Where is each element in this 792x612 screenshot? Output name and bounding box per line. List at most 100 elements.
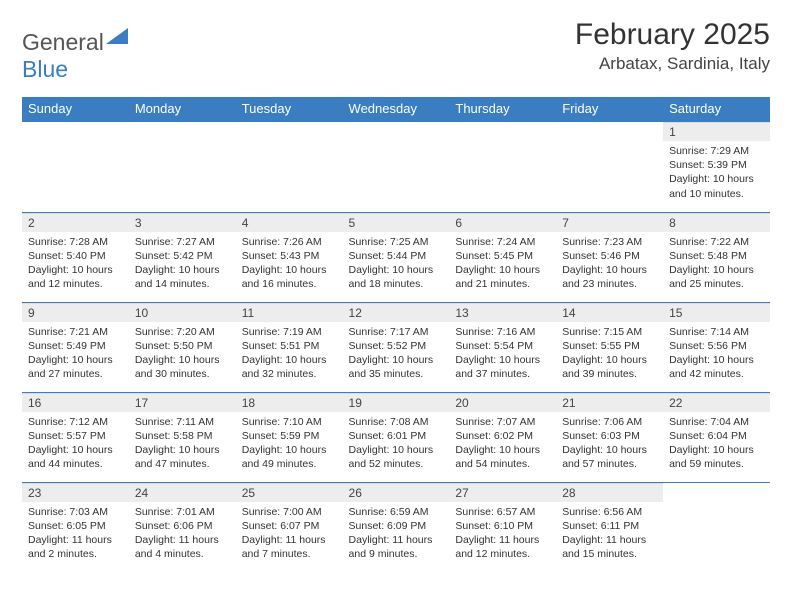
day-cell: 2Sunrise: 7:28 AMSunset: 5:40 PMDaylight… xyxy=(22,212,129,302)
day-header: Sunday xyxy=(22,97,129,122)
logo-text: General Blue xyxy=(22,28,128,83)
header: General Blue February 2025 Arbatax, Sard… xyxy=(22,18,770,83)
day-cell: 6Sunrise: 7:24 AMSunset: 5:45 PMDaylight… xyxy=(449,212,556,302)
empty-cell xyxy=(129,122,236,212)
day-number: 23 xyxy=(22,483,129,502)
day-data: Sunrise: 7:17 AMSunset: 5:52 PMDaylight:… xyxy=(343,322,450,388)
day-data: Sunrise: 6:56 AMSunset: 6:11 PMDaylight:… xyxy=(556,502,663,568)
day-data: Sunrise: 7:06 AMSunset: 6:03 PMDaylight:… xyxy=(556,412,663,478)
day-number: 13 xyxy=(449,303,556,322)
logo-triangle-icon xyxy=(106,28,128,44)
day-cell: 14Sunrise: 7:15 AMSunset: 5:55 PMDayligh… xyxy=(556,302,663,392)
day-header: Friday xyxy=(556,97,663,122)
day-number: 24 xyxy=(129,483,236,502)
day-cell: 8Sunrise: 7:22 AMSunset: 5:48 PMDaylight… xyxy=(663,212,770,302)
day-data: Sunrise: 7:15 AMSunset: 5:55 PMDaylight:… xyxy=(556,322,663,388)
day-data: Sunrise: 7:14 AMSunset: 5:56 PMDaylight:… xyxy=(663,322,770,388)
day-number: 5 xyxy=(343,213,450,232)
day-number: 25 xyxy=(236,483,343,502)
day-cell: 16Sunrise: 7:12 AMSunset: 5:57 PMDayligh… xyxy=(22,392,129,482)
logo: General Blue xyxy=(22,18,128,83)
day-number: 2 xyxy=(22,213,129,232)
day-data: Sunrise: 7:22 AMSunset: 5:48 PMDaylight:… xyxy=(663,232,770,298)
day-number: 11 xyxy=(236,303,343,322)
day-cell: 22Sunrise: 7:04 AMSunset: 6:04 PMDayligh… xyxy=(663,392,770,482)
day-data: Sunrise: 7:10 AMSunset: 5:59 PMDaylight:… xyxy=(236,412,343,478)
day-cell: 17Sunrise: 7:11 AMSunset: 5:58 PMDayligh… xyxy=(129,392,236,482)
day-number: 12 xyxy=(343,303,450,322)
day-data: Sunrise: 7:11 AMSunset: 5:58 PMDaylight:… xyxy=(129,412,236,478)
day-header-row: SundayMondayTuesdayWednesdayThursdayFrid… xyxy=(22,97,770,122)
day-cell: 1Sunrise: 7:29 AMSunset: 5:39 PMDaylight… xyxy=(663,122,770,212)
day-number: 19 xyxy=(343,393,450,412)
day-number: 22 xyxy=(663,393,770,412)
empty-cell xyxy=(663,482,770,572)
day-cell: 7Sunrise: 7:23 AMSunset: 5:46 PMDaylight… xyxy=(556,212,663,302)
day-data: Sunrise: 7:03 AMSunset: 6:05 PMDaylight:… xyxy=(22,502,129,568)
day-cell: 12Sunrise: 7:17 AMSunset: 5:52 PMDayligh… xyxy=(343,302,450,392)
calendar-table: SundayMondayTuesdayWednesdayThursdayFrid… xyxy=(22,97,770,572)
day-number: 10 xyxy=(129,303,236,322)
day-data: Sunrise: 7:27 AMSunset: 5:42 PMDaylight:… xyxy=(129,232,236,298)
day-cell: 27Sunrise: 6:57 AMSunset: 6:10 PMDayligh… xyxy=(449,482,556,572)
day-number: 1 xyxy=(663,122,770,141)
day-cell: 9Sunrise: 7:21 AMSunset: 5:49 PMDaylight… xyxy=(22,302,129,392)
day-header: Monday xyxy=(129,97,236,122)
day-number: 7 xyxy=(556,213,663,232)
calendar-head: SundayMondayTuesdayWednesdayThursdayFrid… xyxy=(22,97,770,122)
day-data: Sunrise: 7:23 AMSunset: 5:46 PMDaylight:… xyxy=(556,232,663,298)
day-data: Sunrise: 7:25 AMSunset: 5:44 PMDaylight:… xyxy=(343,232,450,298)
day-cell: 5Sunrise: 7:25 AMSunset: 5:44 PMDaylight… xyxy=(343,212,450,302)
calendar-row: 23Sunrise: 7:03 AMSunset: 6:05 PMDayligh… xyxy=(22,482,770,572)
calendar-row: 9Sunrise: 7:21 AMSunset: 5:49 PMDaylight… xyxy=(22,302,770,392)
day-data: Sunrise: 7:07 AMSunset: 6:02 PMDaylight:… xyxy=(449,412,556,478)
day-number: 18 xyxy=(236,393,343,412)
month-title: February 2025 xyxy=(575,18,770,52)
day-number: 26 xyxy=(343,483,450,502)
calendar-body: 1Sunrise: 7:29 AMSunset: 5:39 PMDaylight… xyxy=(22,122,770,572)
calendar-row: 16Sunrise: 7:12 AMSunset: 5:57 PMDayligh… xyxy=(22,392,770,482)
day-cell: 4Sunrise: 7:26 AMSunset: 5:43 PMDaylight… xyxy=(236,212,343,302)
empty-cell xyxy=(449,122,556,212)
empty-cell xyxy=(556,122,663,212)
day-number: 17 xyxy=(129,393,236,412)
day-data: Sunrise: 7:19 AMSunset: 5:51 PMDaylight:… xyxy=(236,322,343,388)
day-cell: 19Sunrise: 7:08 AMSunset: 6:01 PMDayligh… xyxy=(343,392,450,482)
day-cell: 28Sunrise: 6:56 AMSunset: 6:11 PMDayligh… xyxy=(556,482,663,572)
day-number: 27 xyxy=(449,483,556,502)
day-data: Sunrise: 7:12 AMSunset: 5:57 PMDaylight:… xyxy=(22,412,129,478)
day-data: Sunrise: 7:21 AMSunset: 5:49 PMDaylight:… xyxy=(22,322,129,388)
day-header: Wednesday xyxy=(343,97,450,122)
day-cell: 13Sunrise: 7:16 AMSunset: 5:54 PMDayligh… xyxy=(449,302,556,392)
day-number: 15 xyxy=(663,303,770,322)
empty-cell xyxy=(236,122,343,212)
location: Arbatax, Sardinia, Italy xyxy=(575,54,770,74)
day-number: 21 xyxy=(556,393,663,412)
day-number: 3 xyxy=(129,213,236,232)
day-data: Sunrise: 7:08 AMSunset: 6:01 PMDaylight:… xyxy=(343,412,450,478)
logo-part2: Blue xyxy=(22,56,68,82)
day-cell: 21Sunrise: 7:06 AMSunset: 6:03 PMDayligh… xyxy=(556,392,663,482)
day-cell: 10Sunrise: 7:20 AMSunset: 5:50 PMDayligh… xyxy=(129,302,236,392)
day-data: Sunrise: 6:57 AMSunset: 6:10 PMDaylight:… xyxy=(449,502,556,568)
day-number: 28 xyxy=(556,483,663,502)
day-cell: 15Sunrise: 7:14 AMSunset: 5:56 PMDayligh… xyxy=(663,302,770,392)
day-data: Sunrise: 7:16 AMSunset: 5:54 PMDaylight:… xyxy=(449,322,556,388)
day-number: 8 xyxy=(663,213,770,232)
day-data: Sunrise: 7:24 AMSunset: 5:45 PMDaylight:… xyxy=(449,232,556,298)
day-header: Saturday xyxy=(663,97,770,122)
empty-cell xyxy=(343,122,450,212)
day-header: Thursday xyxy=(449,97,556,122)
day-cell: 26Sunrise: 6:59 AMSunset: 6:09 PMDayligh… xyxy=(343,482,450,572)
day-cell: 3Sunrise: 7:27 AMSunset: 5:42 PMDaylight… xyxy=(129,212,236,302)
day-data: Sunrise: 7:28 AMSunset: 5:40 PMDaylight:… xyxy=(22,232,129,298)
calendar-row: 1Sunrise: 7:29 AMSunset: 5:39 PMDaylight… xyxy=(22,122,770,212)
day-data: Sunrise: 6:59 AMSunset: 6:09 PMDaylight:… xyxy=(343,502,450,568)
day-data: Sunrise: 7:04 AMSunset: 6:04 PMDaylight:… xyxy=(663,412,770,478)
day-cell: 18Sunrise: 7:10 AMSunset: 5:59 PMDayligh… xyxy=(236,392,343,482)
day-cell: 25Sunrise: 7:00 AMSunset: 6:07 PMDayligh… xyxy=(236,482,343,572)
day-data: Sunrise: 7:26 AMSunset: 5:43 PMDaylight:… xyxy=(236,232,343,298)
day-data: Sunrise: 7:01 AMSunset: 6:06 PMDaylight:… xyxy=(129,502,236,568)
day-header: Tuesday xyxy=(236,97,343,122)
empty-cell xyxy=(22,122,129,212)
